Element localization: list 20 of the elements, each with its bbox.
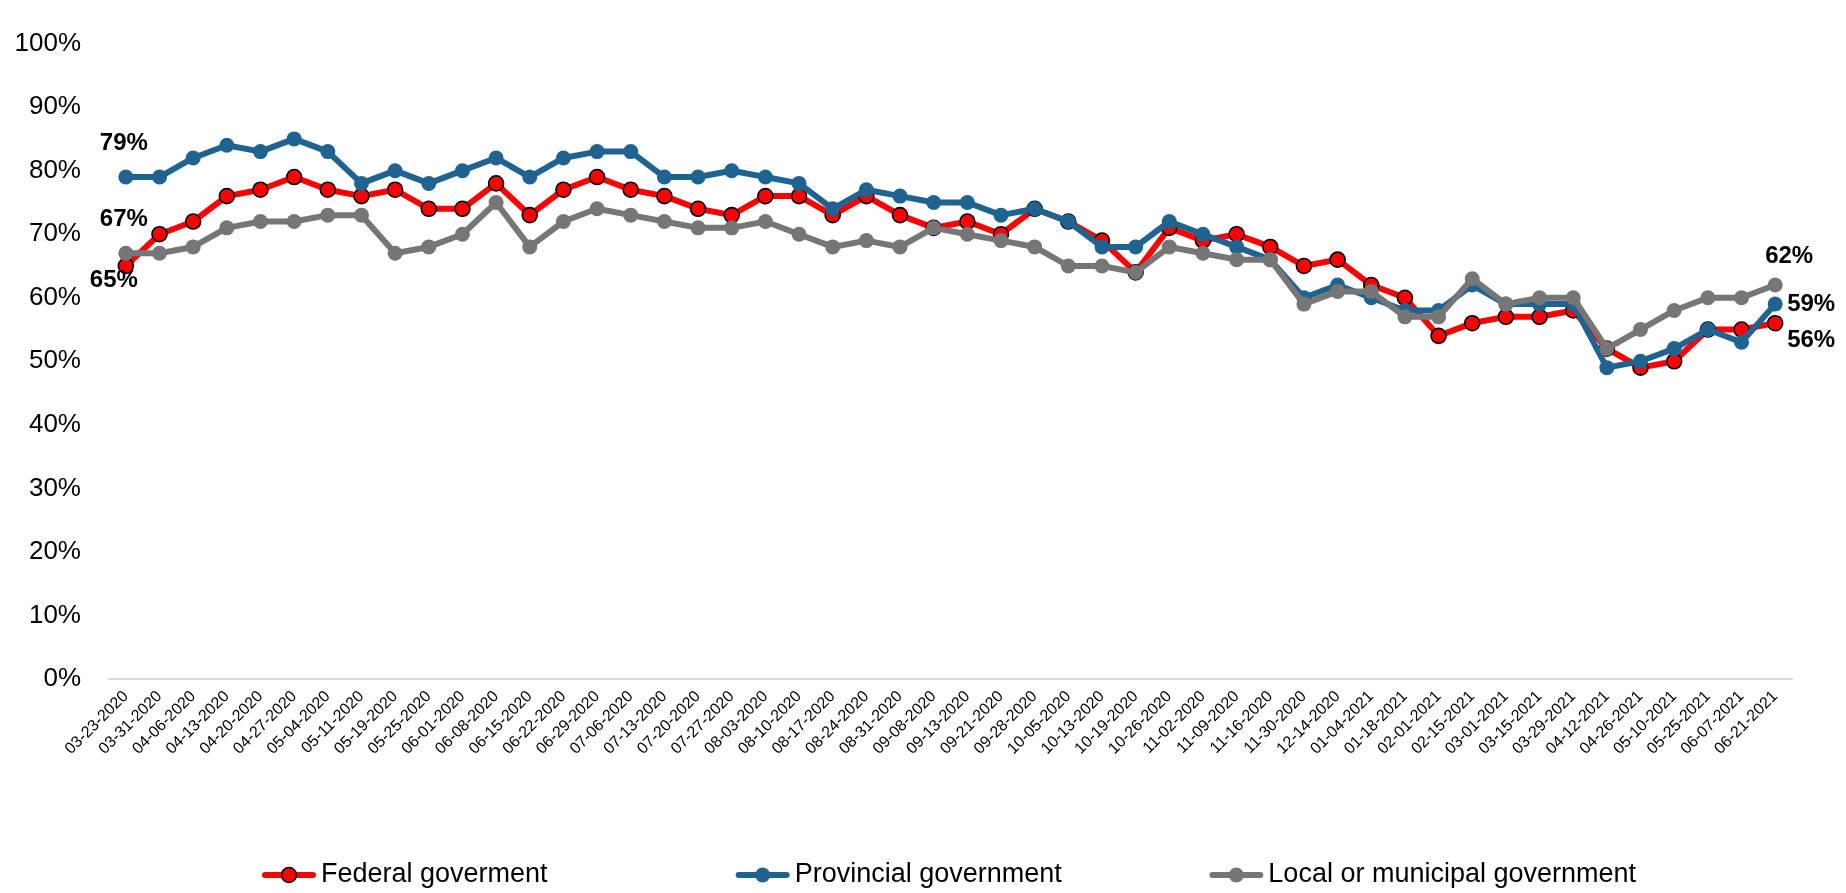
data-label: 65% — [89, 264, 138, 292]
y-tick-label: 60% — [28, 280, 81, 311]
data-label: 59% — [1787, 288, 1836, 316]
data-label: 67% — [99, 203, 148, 231]
data-label: 62% — [1765, 240, 1814, 268]
legend-label: Local or municipal government — [1268, 858, 1637, 889]
data-label: 79% — [99, 127, 148, 155]
legend-label: Provincial government — [794, 858, 1063, 889]
y-tick-label: 30% — [28, 471, 81, 502]
y-tick-label: 70% — [28, 217, 81, 248]
y-tick-label: 100% — [14, 26, 81, 57]
y-tick-label: 50% — [28, 344, 81, 375]
y-tick-label: 90% — [28, 90, 81, 121]
y-tick-label: 80% — [28, 153, 81, 184]
y-tick-label: 40% — [28, 408, 81, 439]
data-label: 56% — [1787, 324, 1836, 352]
y-tick-label: 0% — [43, 662, 81, 693]
y-tick-label: 10% — [28, 598, 81, 629]
legend-label: Federal goverment — [320, 858, 549, 889]
y-tick-label: 20% — [28, 535, 81, 566]
